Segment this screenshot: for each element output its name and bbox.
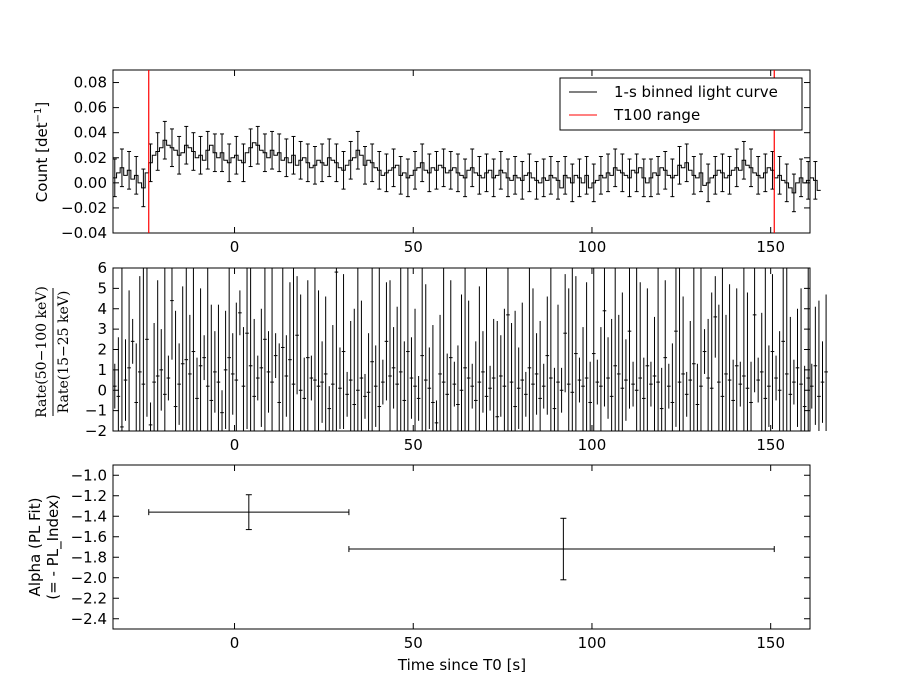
- light-curve-ytick-label: 0.00: [74, 174, 107, 192]
- hardness-ratio-ytick-label: −2: [85, 422, 107, 440]
- legend: 1-s binned light curve T100 range: [559, 77, 803, 131]
- alpha-xtick-label: 100: [578, 634, 607, 652]
- x-axis-label: Time since T0 [s]: [397, 656, 526, 674]
- hardness-ratio-ylabel-num: Rate(50−100 keV): [34, 286, 50, 418]
- alpha-ytick-label: −1.8: [71, 548, 107, 566]
- hardness-ratio-ytick-label: 3: [97, 320, 107, 338]
- light-curve-ylabel-main: Count [det: [33, 122, 51, 202]
- alpha-ytick-label: −1.0: [71, 466, 107, 484]
- hardness-ratio-ylabel-den: Rate(15−25 keV): [56, 291, 72, 414]
- legend-box: [559, 77, 803, 131]
- light-curve-ytick-label: −0.04: [61, 224, 107, 242]
- alpha-frame: [112, 464, 811, 630]
- hardness-ratio-xtick-label: 0: [230, 436, 240, 454]
- hardness-ratio-xtick-label: 100: [578, 436, 607, 454]
- light-curve-ytick-label: 0.04: [74, 124, 107, 142]
- alpha-ytick-label: −2.2: [71, 589, 107, 607]
- alpha-data: [148, 494, 775, 581]
- light-curve-ytick-label: 0.08: [74, 74, 107, 92]
- alpha-ytick-label: −1.4: [71, 507, 107, 525]
- alpha-panel: 0 50 100 150 −2.4 −2.2 −2.0 −1.8 −1.6 −1.4 −1.2 −1.…: [26, 464, 811, 674]
- hardness-ratio-ytick-label: −1: [85, 402, 107, 420]
- alpha-ylabel-line1: Alpha (PL Fit): [26, 498, 44, 597]
- alpha-xtick-label: 150: [756, 634, 785, 652]
- light-curve-ticks: 0 50 100 150 −0.04 −0.02 0.00 0.02 0.04 0.06 0.08: [61, 70, 810, 256]
- legend-label-light-curve: 1-s binned light curve: [614, 83, 778, 101]
- legend-label-t100: T100 range: [613, 106, 700, 124]
- light-curve-xtick-label: 150: [756, 238, 785, 256]
- hardness-ratio-ytick-label: 6: [97, 259, 107, 277]
- hardness-ratio-ytick-label: 5: [97, 279, 107, 297]
- light-curve-xtick-label: 100: [578, 238, 607, 256]
- hardness-ratio-ticks: 0 50 100 150 −2 −1 0 1 2 3 4 5 6: [85, 259, 810, 454]
- alpha-ytick-label: −2.0: [71, 569, 107, 587]
- light-curve-panel: 0 50 100 150−0.04−0.020.000.020.040.060.08 …: [33, 69, 821, 256]
- hardness-ratio-data: [112, 268, 828, 431]
- light-curve-ytick-label: 0.06: [74, 99, 107, 117]
- light-curve-xtick-label: 50: [404, 238, 423, 256]
- light-curve-data: [112, 70, 821, 233]
- light-curve-ylabel-tail: ]: [33, 102, 51, 108]
- alpha-ytick-label: −1.2: [71, 487, 107, 505]
- light-curve-frame: [112, 69, 811, 234]
- light-curve-ytick-label: 0.02: [74, 149, 107, 167]
- light-curve-ylabel: Count [det−1]: [33, 102, 51, 202]
- light-curve-ylabel-sup: −1: [33, 108, 44, 123]
- hardness-ratio-ylabel: Rate(50−100 keV) Rate(15−25 keV): [34, 286, 72, 418]
- hardness-ratio-ytick-label: 4: [97, 300, 107, 318]
- alpha-ticks: 0 50 100 150 −2.4 −2.2 −2.0 −1.8 −1.6 −1.4 −1.2 −1.…: [71, 465, 810, 652]
- hardness-ratio-ytick-label: 1: [97, 361, 107, 379]
- light-curve-xtick-label: 0: [230, 238, 240, 256]
- alpha-xtick-label: 50: [404, 634, 423, 652]
- light-curve-ytick-label: −0.02: [61, 199, 107, 217]
- alpha-ylabel-line2: (= - PL_Index): [44, 494, 63, 599]
- alpha-ytick-label: −2.4: [71, 610, 107, 628]
- hardness-ratio-xtick-label: 150: [756, 436, 785, 454]
- alpha-xtick-label: 0: [230, 634, 240, 652]
- alpha-ytick-label: −1.6: [71, 528, 107, 546]
- hardness-ratio-xtick-label: 50: [404, 436, 423, 454]
- hardness-ratio-ytick-label: 0: [97, 381, 107, 399]
- hardness-ratio-panel: 0 50 100 150 −2 −1 0 1 2 3 4 5 6 Rate(50−100 keV) Ra…: [34, 259, 828, 454]
- light-curve-line: [113, 139, 821, 194]
- hardness-ratio-ytick-label: 2: [97, 341, 107, 359]
